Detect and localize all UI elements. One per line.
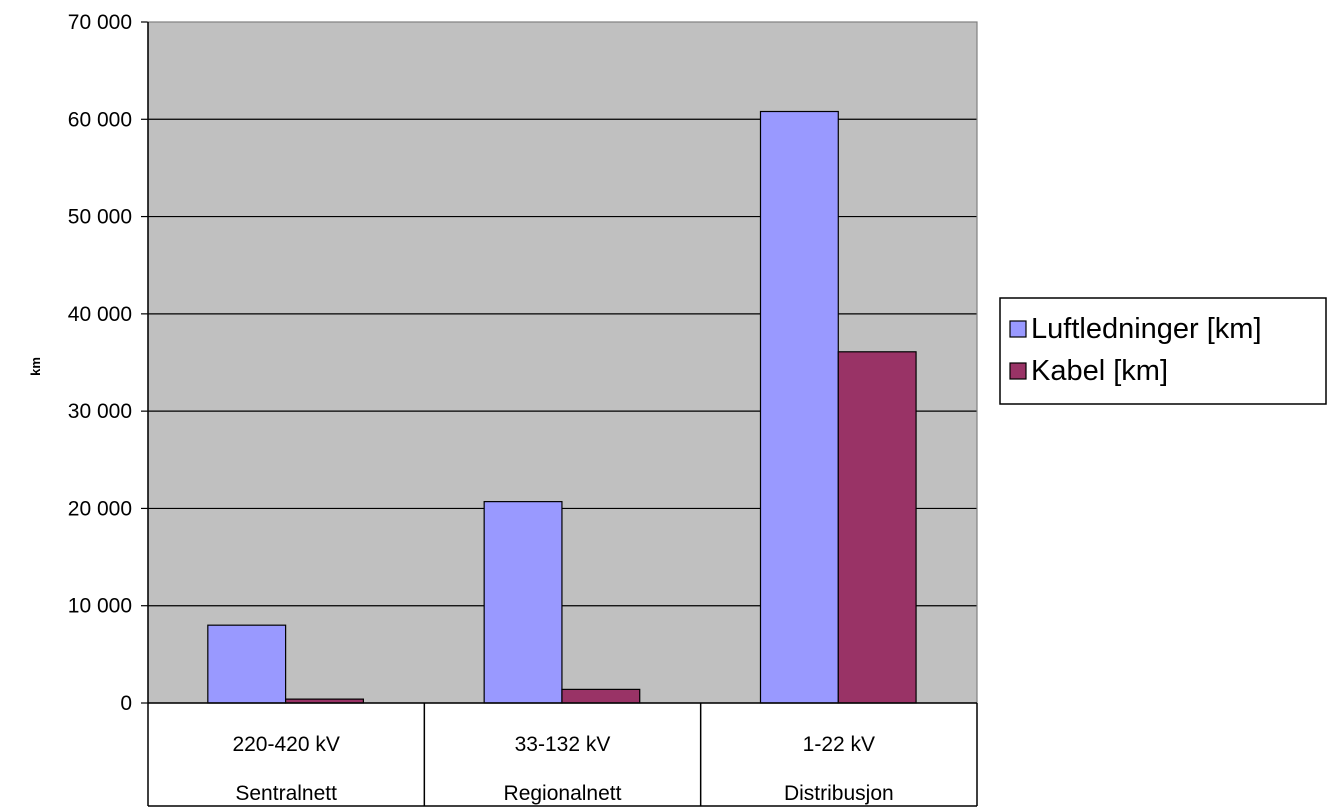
legend: Luftledninger [km] Kabel [km] (999, 297, 1327, 405)
y-tick-label: 0 (120, 692, 132, 715)
bar (207, 624, 287, 704)
legend-swatch (1009, 362, 1027, 380)
legend-swatch (1009, 320, 1027, 338)
y-tick-label: 40 000 (68, 303, 132, 326)
bar (837, 351, 917, 704)
category-network-label: Regionalnett (504, 782, 622, 805)
y-tick-labels: 0 10 000 20 000 30 000 40 000 50 000 60 000 70 … (68, 11, 132, 715)
legend-label: Luftledninger [km] (1031, 313, 1262, 345)
y-axis-label: km (28, 357, 43, 376)
y-tick-label: 60 000 (68, 108, 132, 131)
category-network-label: Sentralnett (235, 782, 337, 805)
category-network-label: Distribusjon (784, 782, 894, 805)
axes (147, 21, 978, 806)
legend-label: Kabel [km] (1031, 355, 1168, 387)
bar (483, 501, 563, 704)
y-tick-label: 50 000 (68, 206, 132, 229)
y-tick-label: 70 000 (68, 11, 132, 34)
bar (759, 110, 839, 704)
y-tick-label: 30 000 (68, 400, 132, 423)
category-voltage-label: 220-420 kV (232, 733, 339, 756)
bar (561, 688, 641, 704)
category-table: 220-420 kV Sentralnett 33-132 kV Regionalne… (148, 703, 978, 807)
legend-box (999, 297, 1327, 405)
y-tick-label: 10 000 (68, 595, 132, 618)
y-tick-label: 20 000 (68, 497, 132, 520)
category-voltage-label: 33-132 kV (515, 733, 611, 756)
category-voltage-label: 1-22 kV (803, 733, 875, 756)
